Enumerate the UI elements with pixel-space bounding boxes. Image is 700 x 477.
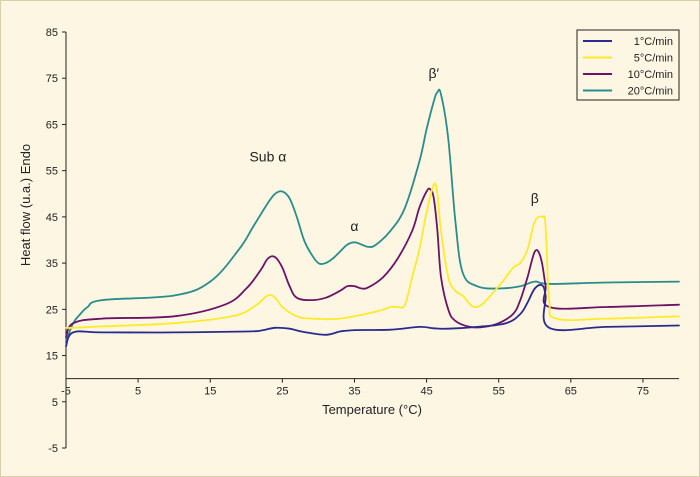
y-tick-label: 45 (46, 212, 58, 224)
y-axis-title: Heat flow (u.a.) Endo (18, 144, 33, 266)
series-line-10cmin (65, 187, 680, 338)
y-tick-label: 65 (46, 119, 58, 131)
series-line-5cmin (65, 182, 680, 329)
x-tick-label: 15 (204, 386, 216, 398)
legend-label: 20°C/min (628, 86, 673, 98)
series-lines (65, 88, 680, 348)
y-tick-label: 35 (46, 258, 58, 270)
legend-label: 10°C/min (628, 69, 673, 81)
peak-annotation: β (531, 190, 539, 206)
series-line-1cmin (65, 283, 680, 348)
x-tick-label: 75 (637, 386, 649, 398)
x-tick-label: 35 (348, 386, 360, 398)
y-ticks: -5 5 15 25 35 45 55 65 75 85 (46, 27, 66, 455)
peak-annotation: Sub α (249, 148, 286, 164)
y-tick-label: 25 (46, 304, 58, 316)
peak-annotation: α (350, 218, 358, 234)
y-tick-label: 75 (46, 73, 58, 85)
legend-label: 1°C/min (634, 36, 673, 48)
x-axis-title: Temperature (°C) (322, 402, 422, 417)
series-line-20cmin (65, 88, 680, 343)
legend-label: 5°C/min (634, 53, 673, 65)
x-tick-label: 55 (493, 386, 505, 398)
y-tick-label: 5 (52, 397, 58, 409)
x-ticks: -5 5 15 25 35 45 55 65 75 (61, 378, 649, 398)
x-tick-label: 65 (565, 386, 577, 398)
y-tick-label: 85 (46, 27, 58, 39)
annotations: Sub α α β′ β (249, 65, 538, 234)
x-tick-label: 25 (276, 386, 288, 398)
peak-annotation: β′ (428, 65, 439, 81)
legend: 1°C/min 5°C/min 10°C/min 20°C/min (576, 29, 680, 101)
y-tick-label: -5 (48, 443, 58, 455)
x-tick-label: 45 (420, 386, 432, 398)
x-tick-label: -5 (61, 386, 71, 398)
y-tick-label: 55 (46, 166, 58, 178)
x-tick-label: 5 (135, 386, 141, 398)
y-tick-label: 15 (46, 351, 58, 363)
